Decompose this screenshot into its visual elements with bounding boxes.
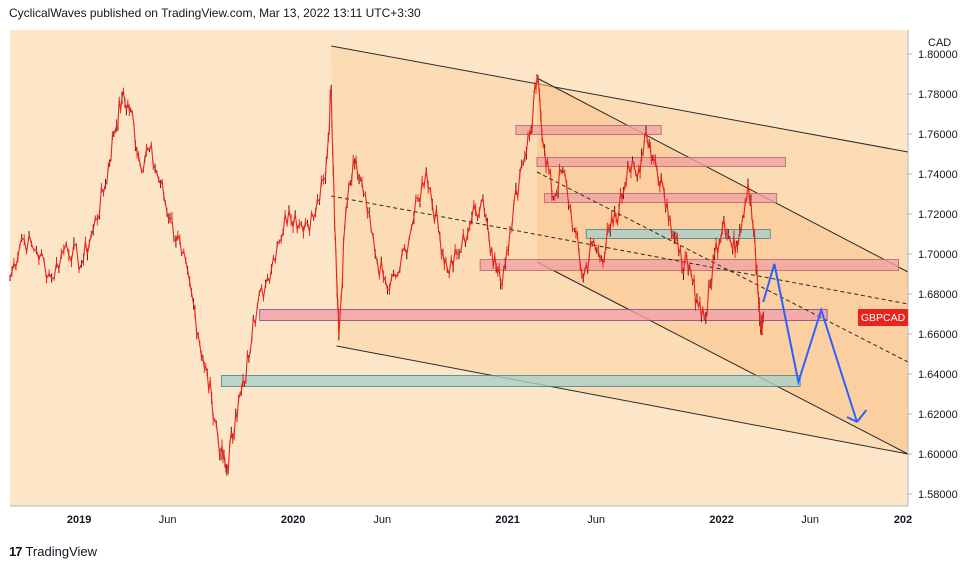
y-axis-panel [908,30,977,506]
price-layer [9,74,764,476]
x-tick-label: 2019 [67,514,91,526]
y-tick-label: 1.74000 [918,169,958,181]
x-tick-label: 2022 [709,514,733,526]
y-tick-label: 1.68000 [918,289,958,301]
x-tick-label: 202 [894,514,912,526]
zone-mixed-5 [259,309,828,321]
zone-support-6 [221,375,801,387]
zone-resistance-0 [515,125,662,135]
tradingview-logo-icon: 17 [9,544,23,559]
y-tick-label: 1.60000 [918,449,958,461]
publish-info: CyclicalWaves published on TradingView.c… [9,6,421,20]
projection-arrow-head [856,409,868,423]
y-tick-label: 1.80000 [918,49,958,61]
footer-brand: 17 TradingView [9,544,97,559]
projection-wave-line [762,263,858,423]
zone-resistance-1 [536,157,786,167]
outer-channel-lower-line [336,345,909,455]
y-tick-label: 1.66000 [918,329,958,341]
y-tick-label: 1.78000 [918,89,958,101]
y-tick-label: 1.58000 [918,489,958,501]
y-tick-label: 1.62000 [918,409,958,421]
projection-arrow-head [846,416,858,423]
y-tick-label: 1.64000 [918,369,958,381]
y-tick-label: 1.76000 [918,129,958,141]
zone-resistance-2 [544,193,778,203]
x-tick-label: 2021 [495,514,519,526]
y-tick-label: 1.72000 [918,209,958,221]
x-tick-label: Jun [587,514,605,526]
zone-support-3 [585,229,771,239]
y-tick-label: 1.70000 [918,249,958,261]
currency-label: CAD [928,37,951,49]
x-axis-panel [0,506,977,536]
symbol-tag [858,309,908,326]
x-tick-label: Jun [801,514,819,526]
inner-channel-upper-line [536,77,909,273]
projection-layer [762,263,868,423]
inner-channel-lower-line [536,261,909,455]
x-tick-label: Jun [159,514,177,526]
x-tick-label: Jun [373,514,391,526]
footer-brand-label: TradingView [25,544,98,559]
symbol-tag-label: GBPCAD [861,312,906,324]
x-tick-label: 2020 [281,514,305,526]
outer-channel-upper-line [331,45,909,153]
price-series-line [9,76,764,471]
